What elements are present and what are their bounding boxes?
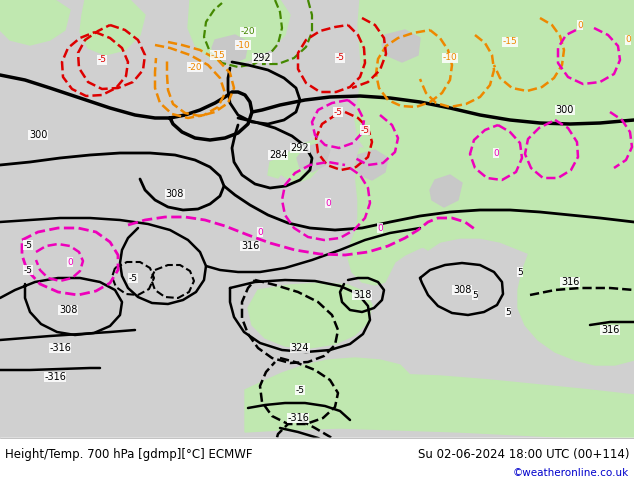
Text: -5: -5 bbox=[304, 442, 313, 451]
Text: Height/Temp. 700 hPa [gdmp][°C] ECMWF: Height/Temp. 700 hPa [gdmp][°C] ECMWF bbox=[5, 447, 252, 461]
Text: 308: 308 bbox=[59, 305, 77, 315]
Text: -5: -5 bbox=[335, 53, 344, 63]
Text: 0: 0 bbox=[493, 148, 499, 157]
Text: 0: 0 bbox=[257, 227, 263, 237]
Text: -316: -316 bbox=[301, 443, 323, 453]
Polygon shape bbox=[348, 148, 634, 285]
Polygon shape bbox=[278, 140, 325, 183]
Text: -5: -5 bbox=[361, 125, 370, 134]
Text: Su 02-06-2024 18:00 UTC (00+114): Su 02-06-2024 18:00 UTC (00+114) bbox=[418, 447, 629, 461]
Text: -10: -10 bbox=[443, 53, 457, 63]
Text: 300: 300 bbox=[29, 130, 47, 140]
Text: 5: 5 bbox=[472, 291, 478, 299]
Text: 308: 308 bbox=[166, 189, 184, 199]
Polygon shape bbox=[418, 188, 458, 250]
Text: 5: 5 bbox=[517, 268, 523, 276]
Text: 292: 292 bbox=[290, 143, 309, 153]
Polygon shape bbox=[518, 245, 634, 365]
Text: -5: -5 bbox=[23, 266, 32, 274]
Text: -316: -316 bbox=[287, 413, 309, 423]
Polygon shape bbox=[188, 0, 290, 65]
Text: ©weatheronline.co.uk: ©weatheronline.co.uk bbox=[513, 468, 629, 478]
Polygon shape bbox=[297, 142, 330, 172]
Text: 0: 0 bbox=[625, 35, 631, 45]
Polygon shape bbox=[212, 35, 248, 65]
Polygon shape bbox=[355, 0, 634, 215]
Polygon shape bbox=[80, 0, 145, 55]
Text: -20: -20 bbox=[188, 63, 202, 72]
Text: 324: 324 bbox=[291, 343, 309, 353]
Text: -5: -5 bbox=[333, 107, 342, 117]
Text: 5: 5 bbox=[505, 308, 511, 317]
Polygon shape bbox=[248, 283, 372, 348]
Text: -5: -5 bbox=[23, 241, 32, 249]
Text: 316: 316 bbox=[241, 241, 259, 251]
Text: 292: 292 bbox=[253, 53, 271, 63]
Text: 0: 0 bbox=[67, 258, 73, 267]
Polygon shape bbox=[245, 358, 410, 398]
Text: -20: -20 bbox=[241, 27, 256, 36]
Polygon shape bbox=[245, 374, 634, 440]
Text: 0: 0 bbox=[577, 21, 583, 29]
Bar bbox=[0, 438, 634, 490]
Text: 0: 0 bbox=[325, 198, 331, 207]
Polygon shape bbox=[268, 158, 285, 178]
Text: 316: 316 bbox=[561, 277, 579, 287]
Text: 316: 316 bbox=[601, 325, 619, 335]
Text: 300: 300 bbox=[556, 105, 574, 115]
Text: -316: -316 bbox=[49, 343, 71, 353]
Text: 0: 0 bbox=[377, 223, 383, 232]
Text: -5: -5 bbox=[129, 273, 138, 283]
Polygon shape bbox=[382, 30, 420, 62]
Text: -15: -15 bbox=[210, 50, 225, 59]
Polygon shape bbox=[430, 175, 462, 207]
Text: -316: -316 bbox=[44, 372, 66, 382]
Text: 318: 318 bbox=[353, 290, 371, 300]
Text: 284: 284 bbox=[269, 150, 287, 160]
Polygon shape bbox=[0, 0, 70, 45]
Text: -5: -5 bbox=[98, 55, 107, 65]
Text: -5: -5 bbox=[295, 386, 304, 394]
Text: 308: 308 bbox=[453, 285, 471, 295]
Text: -10: -10 bbox=[236, 41, 250, 49]
Polygon shape bbox=[356, 150, 388, 180]
Text: -15: -15 bbox=[503, 38, 517, 47]
Bar bbox=[0, 438, 634, 490]
